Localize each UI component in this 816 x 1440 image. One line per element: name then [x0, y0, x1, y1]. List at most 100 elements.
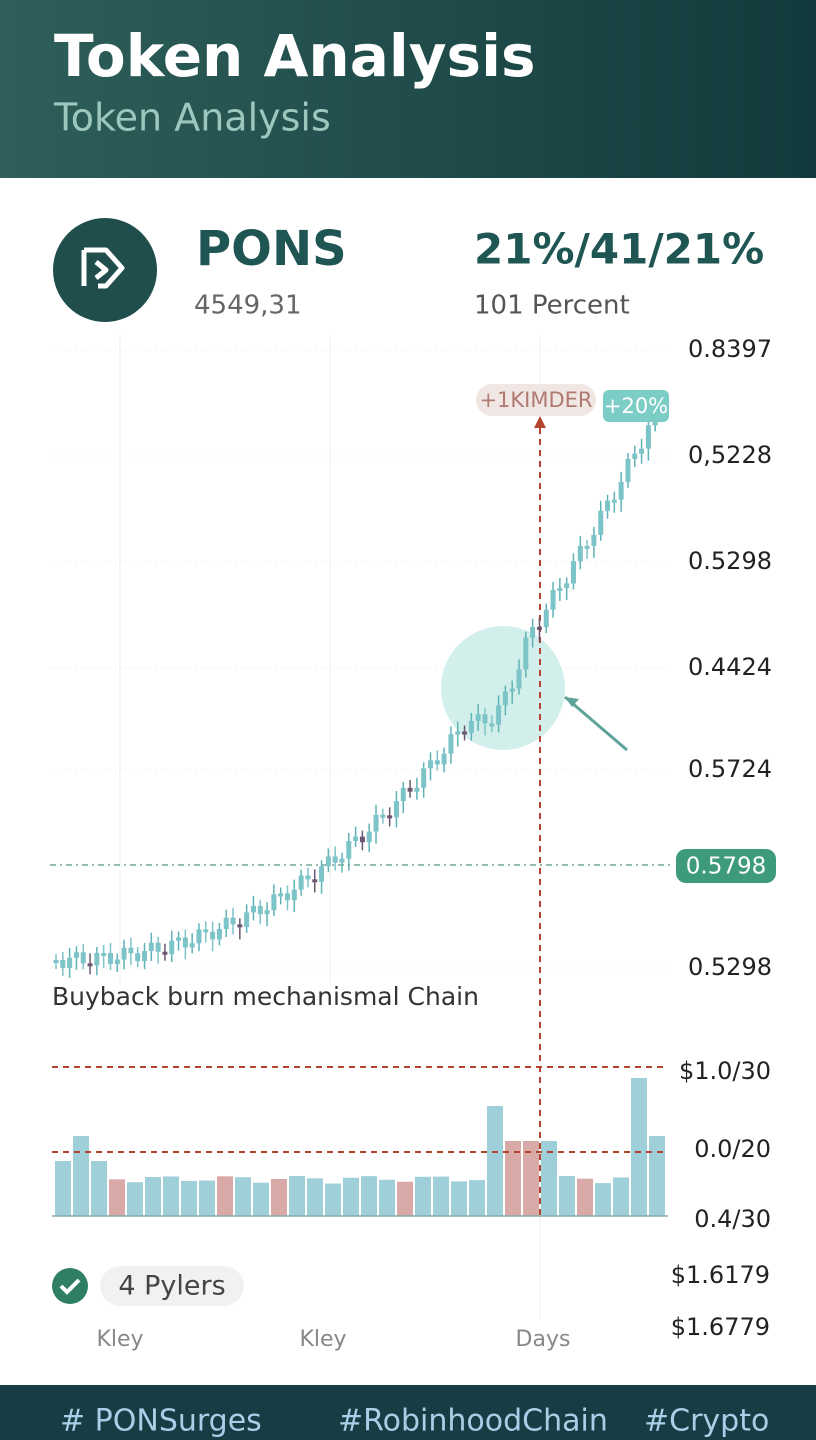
pointer-head — [565, 697, 579, 707]
candle-body — [645, 425, 651, 449]
side-label: $1.6179 — [671, 1261, 770, 1289]
volume-bar — [451, 1181, 467, 1216]
volume-bar — [433, 1176, 449, 1216]
volume-bar — [325, 1183, 341, 1216]
hashtag[interactable]: # PONSurges — [60, 1404, 262, 1439]
volume-bar — [145, 1176, 161, 1216]
candle-body — [135, 953, 141, 962]
candle-body — [121, 947, 127, 960]
volume-bar — [307, 1178, 323, 1216]
candle-body — [305, 875, 311, 880]
pointer-arrow — [564, 695, 628, 752]
volume-bar — [577, 1178, 593, 1216]
header-bg — [0, 0, 816, 178]
candle-body — [625, 458, 631, 482]
side-label: $1.6779 — [671, 1313, 770, 1341]
status-pill — [100, 1266, 244, 1306]
title: Token Analysis — [54, 22, 535, 90]
candle-body — [387, 815, 393, 819]
candle-body — [353, 836, 359, 842]
status-icon — [52, 1268, 88, 1304]
candle-body — [319, 866, 325, 882]
candle-body — [101, 952, 107, 956]
x-label: Kley — [96, 1327, 143, 1352]
candle-body — [400, 787, 406, 802]
candle-body — [605, 500, 611, 511]
candle-body — [407, 787, 413, 792]
candle-body — [523, 637, 529, 670]
candle-body — [468, 720, 474, 733]
candle-body — [203, 929, 209, 933]
candle-body — [427, 760, 433, 769]
volume-bar — [109, 1179, 125, 1216]
volume-bar — [505, 1141, 521, 1216]
volume-bar — [469, 1180, 485, 1216]
candle-body — [142, 950, 148, 962]
chart-caption: Buyback burn mechanismal Chain — [52, 982, 479, 1011]
candle-body — [584, 545, 590, 549]
candle-body — [182, 937, 188, 948]
candle-body — [291, 889, 297, 901]
candle-body — [455, 731, 461, 735]
volume-bars — [55, 1078, 665, 1216]
candle-body — [448, 734, 454, 754]
candle-body — [414, 787, 420, 792]
x-label: Days — [516, 1327, 571, 1352]
price-axis-label: 0.5298 — [688, 547, 772, 575]
change-badge: +20% — [604, 394, 668, 418]
volume-axis-label: $1.0/30 — [679, 1057, 771, 1085]
candle-body — [591, 534, 597, 546]
volume-bar — [55, 1161, 71, 1216]
x-label: Kley — [299, 1327, 346, 1352]
volume-bar — [271, 1179, 287, 1216]
volume-bar — [127, 1182, 143, 1216]
hashtag[interactable]: #RobinhoodChain — [338, 1404, 608, 1439]
candle-body — [496, 705, 502, 725]
candle-body — [509, 688, 515, 692]
candle-body — [502, 691, 508, 706]
candle-body — [475, 714, 481, 721]
subtitle: Token Analysis — [53, 96, 331, 140]
candle-body — [598, 510, 604, 535]
candle-body — [339, 858, 345, 863]
candle-body — [87, 963, 93, 967]
candle-body — [128, 947, 134, 954]
candle-body — [618, 481, 624, 500]
candle-body — [278, 893, 284, 897]
candle-body — [543, 609, 549, 628]
volume-bar — [217, 1176, 233, 1216]
logo-glyph — [81, 247, 125, 289]
candle-body — [53, 960, 59, 963]
volume-bar — [559, 1176, 575, 1216]
token-stat: 21%/41/21% — [474, 225, 764, 274]
marker-arrow — [534, 416, 546, 428]
candle-body — [162, 951, 168, 955]
token-amount: 4549,31 — [194, 291, 302, 321]
candle-body — [107, 952, 113, 965]
level-badge-bg — [676, 849, 776, 883]
candle-body — [632, 453, 638, 459]
candle-body — [244, 912, 250, 927]
candle-body — [373, 814, 379, 832]
token-name: PONS — [196, 221, 347, 277]
highlight-circle — [441, 626, 565, 750]
volume-bar — [163, 1176, 179, 1216]
volume-bar — [649, 1136, 665, 1216]
candle-body — [332, 856, 338, 863]
price-axis-label: 0.4424 — [688, 653, 772, 681]
candle-body — [189, 943, 195, 948]
candle-body — [196, 929, 202, 944]
candles — [53, 393, 665, 978]
level-badge: 0.5798 — [686, 854, 766, 880]
candle-body — [257, 905, 263, 915]
volume-bar — [523, 1141, 539, 1216]
candle-body — [639, 448, 645, 454]
candle-body — [530, 626, 536, 638]
volume-bar — [289, 1176, 305, 1216]
candle-body — [611, 499, 617, 503]
price-grid — [50, 335, 668, 1320]
check — [59, 1278, 81, 1295]
hashtag[interactable]: #Crypto — [644, 1404, 769, 1439]
